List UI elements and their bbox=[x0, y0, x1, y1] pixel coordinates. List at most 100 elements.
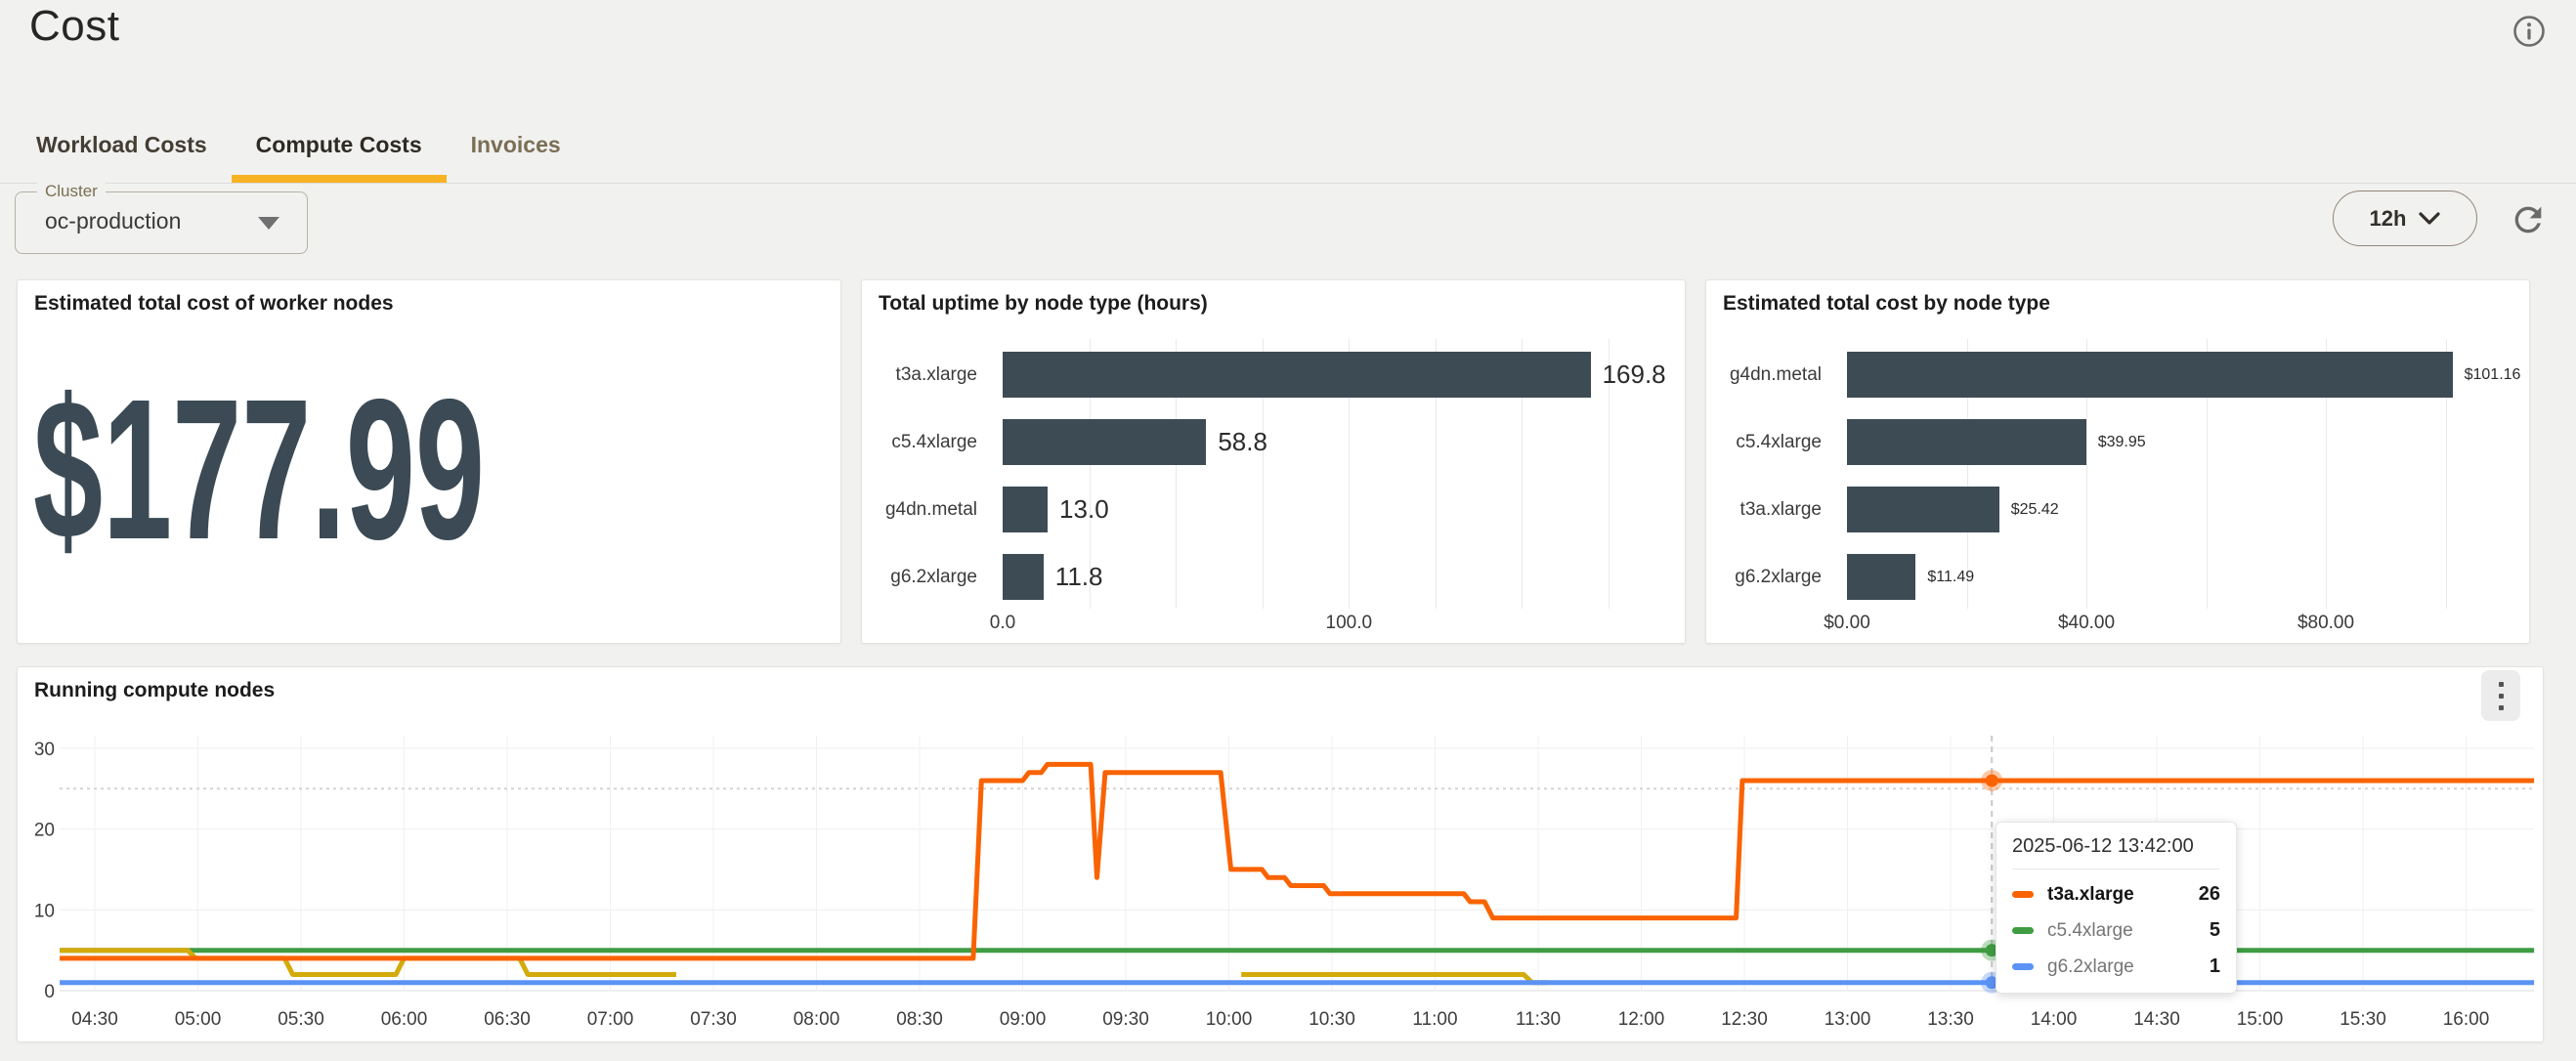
card-title: Estimated total cost by node type bbox=[1723, 292, 2050, 315]
x-axis-tick-label: 0.0 bbox=[989, 613, 1016, 633]
dropdown-arrow-icon bbox=[258, 217, 279, 230]
card-running-compute-nodes: Running compute nodes 0 10 20 30 04:30 05:00 0… bbox=[17, 666, 2544, 1042]
bar-g4dn.metal[interactable] bbox=[1003, 487, 1049, 532]
kebab-dot bbox=[2498, 693, 2504, 699]
bar-t3a.xlarge[interactable] bbox=[1847, 487, 1999, 532]
gridline bbox=[2206, 339, 2208, 609]
tooltip-series-name: t3a.xlarge bbox=[2047, 883, 2134, 905]
series-swatch bbox=[2012, 891, 2034, 898]
x-axis-tick-label: 05:30 bbox=[278, 1009, 324, 1030]
bar-value-label: $39.95 bbox=[2097, 434, 2146, 450]
x-axis-tick-label: 10:00 bbox=[1206, 1009, 1253, 1030]
gridline bbox=[2326, 339, 2327, 609]
cost-bar-chart[interactable]: g4dn.metal $101.16 c5.4xlarge $39.95 t3a.xla… bbox=[1706, 329, 2531, 645]
crosshair-dot-c5.4xlarge bbox=[1985, 944, 1998, 957]
tab-workload-costs[interactable]: Workload Costs bbox=[36, 132, 207, 157]
y-axis-tick-label: 20 bbox=[34, 821, 55, 841]
refresh-icon-glyph bbox=[2514, 206, 2542, 233]
chart-tooltip: 2025-06-12 13:42:00 t3a.xlarge 26 c5.4xl… bbox=[1996, 822, 2237, 994]
bar-value-label: 11.8 bbox=[1054, 562, 1103, 591]
x-axis-tick-label: 08:00 bbox=[794, 1009, 840, 1030]
cluster-select-label: Cluster bbox=[37, 182, 106, 201]
tooltip-series-value: 5 bbox=[2209, 919, 2220, 941]
tab-bar: Workload Costs Compute Costs Invoices bbox=[0, 115, 2576, 184]
info-icon-glyph bbox=[2513, 16, 2545, 47]
x-axis-tick-label: 14:00 bbox=[2031, 1009, 2078, 1030]
x-axis-tick-label: 12:00 bbox=[1618, 1009, 1665, 1030]
bar-g4dn.metal[interactable] bbox=[1847, 352, 2453, 398]
tooltip-series-name: c5.4xlarge bbox=[2047, 919, 2133, 941]
tab-compute-costs[interactable]: Compute Costs bbox=[231, 115, 447, 183]
bar-category-label: c5.4xlarge bbox=[891, 432, 977, 452]
gridline bbox=[2086, 339, 2087, 609]
stat-value-svg: $177.99 bbox=[33, 358, 485, 581]
gridline bbox=[1176, 339, 1178, 609]
y-axis-tick-label: 30 bbox=[34, 740, 55, 760]
tooltip-series-value: 26 bbox=[2198, 883, 2220, 905]
kebab-menu-icon[interactable] bbox=[2481, 670, 2520, 721]
bar-value-label: $101.16 bbox=[2464, 366, 2521, 383]
tooltip-row: t3a.xlarge 26 bbox=[2012, 883, 2220, 906]
crosshair-dot-t3a.xlarge bbox=[1985, 774, 1998, 787]
bar-c5.4xlarge[interactable] bbox=[1003, 419, 1207, 465]
tooltip-series-value: 1 bbox=[2209, 955, 2220, 977]
gridline bbox=[1262, 339, 1264, 609]
cluster-select-value: oc-production bbox=[45, 208, 182, 233]
refresh-icon[interactable] bbox=[2509, 200, 2548, 239]
stat-value-wrap: $177.99 bbox=[31, 358, 530, 590]
gridline bbox=[1522, 339, 1524, 609]
x-axis-tick-label: 06:30 bbox=[484, 1009, 531, 1030]
gridline bbox=[1609, 339, 1610, 609]
crosshair-dot-g6.2xlarge bbox=[1985, 976, 1998, 990]
time-range-button[interactable]: 12h bbox=[2333, 191, 2477, 246]
uptime-bar-chart[interactable]: t3a.xlarge 169.8 c5.4xlarge 58.8 g4dn.metal 1… bbox=[862, 329, 1687, 645]
chevron-down-icon bbox=[2419, 211, 2441, 225]
bar-t3a.xlarge[interactable] bbox=[1003, 352, 1591, 398]
card-title: Estimated total cost of worker nodes bbox=[34, 292, 394, 315]
bar-c5.4xlarge[interactable] bbox=[1847, 419, 2086, 465]
x-axis-tick-label: 09:30 bbox=[1102, 1009, 1149, 1030]
x-axis-tick-label: 15:30 bbox=[2340, 1009, 2386, 1030]
gridline bbox=[1089, 339, 1091, 609]
x-axis-tick-label: 08:30 bbox=[896, 1009, 943, 1030]
bar-category-label: g6.2xlarge bbox=[1735, 567, 1822, 587]
bar-g6.2xlarge[interactable] bbox=[1847, 554, 1916, 600]
series-swatch bbox=[2012, 927, 2034, 934]
bar-g6.2xlarge[interactable] bbox=[1003, 554, 1044, 600]
x-axis-tick-label: 12:30 bbox=[1721, 1009, 1768, 1030]
x-axis-tick-label: 100.0 bbox=[1325, 613, 1373, 633]
y-axis-tick-label: 0 bbox=[44, 982, 55, 1002]
tooltip-timestamp: 2025-06-12 13:42:00 bbox=[2012, 835, 2220, 870]
x-axis-tick-label: 10:30 bbox=[1309, 1009, 1355, 1030]
x-axis-tick-label: 14:30 bbox=[2133, 1009, 2180, 1030]
x-axis-tick-label: $80.00 bbox=[2297, 613, 2355, 633]
bar-category-label: g6.2xlarge bbox=[890, 567, 977, 587]
tooltip-row: c5.4xlarge 5 bbox=[2012, 919, 2220, 942]
bar-value-label: 13.0 bbox=[1059, 494, 1109, 524]
card-title: Running compute nodes bbox=[34, 679, 276, 701]
gridline bbox=[2445, 339, 2447, 609]
gridline bbox=[1435, 339, 1437, 609]
card-title: Total uptime by node type (hours) bbox=[879, 292, 1208, 315]
series-line-g4dn.metal[interactable] bbox=[60, 948, 676, 977]
bar-category-label: g4dn.metal bbox=[884, 499, 977, 520]
x-axis-tick-label: 09:00 bbox=[1000, 1009, 1047, 1030]
card-total-cost: Estimated total cost of worker nodes $17… bbox=[17, 279, 841, 644]
info-icon[interactable] bbox=[2512, 14, 2547, 49]
cluster-select[interactable]: Cluster oc-production bbox=[15, 182, 308, 254]
series-swatch bbox=[2012, 963, 2034, 970]
gridline bbox=[1349, 339, 1351, 609]
x-axis-tick-label: 16:00 bbox=[2443, 1009, 2490, 1030]
x-axis-tick-label: 05:00 bbox=[175, 1009, 222, 1030]
bar-value-label: $25.42 bbox=[2010, 501, 2059, 518]
x-axis-tick-label: 15:00 bbox=[2237, 1009, 2284, 1030]
bar-category-label: t3a.xlarge bbox=[1739, 499, 1822, 520]
tab-invoices[interactable]: Invoices bbox=[470, 132, 561, 157]
bar-value-label: 58.8 bbox=[1218, 427, 1267, 456]
tooltip-row: g6.2xlarge 1 bbox=[2012, 955, 2220, 978]
series-line-t3a.xlarge[interactable] bbox=[60, 761, 2535, 961]
x-axis-tick-label: $0.00 bbox=[1824, 613, 1870, 633]
kebab-dot bbox=[2498, 681, 2504, 687]
time-range-value: 12h bbox=[2369, 205, 2407, 231]
tooltip-series-name: g6.2xlarge bbox=[2047, 955, 2134, 977]
